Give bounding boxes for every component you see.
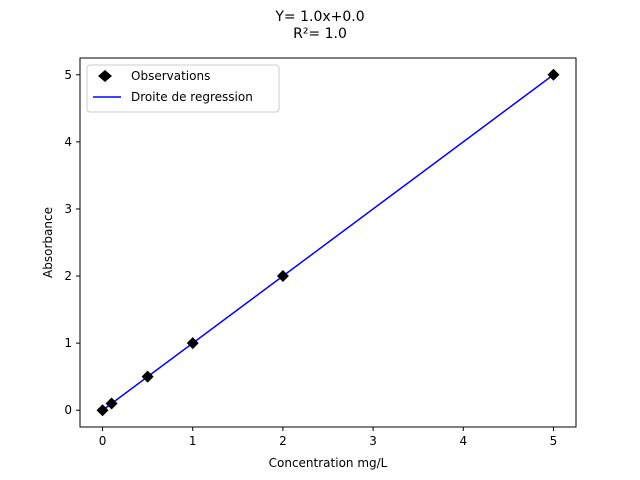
plot-area: 0 1 2 3 4 5 0 1 2 3 4 5 — [64, 57, 577, 448]
chart-title: Y= 1.0x+0.0 — [274, 9, 364, 25]
plot-frame — [79, 57, 577, 428]
y-tick-label: 3 — [64, 202, 72, 216]
observation-point — [276, 270, 289, 283]
y-tick-label: 5 — [64, 68, 72, 82]
legend-label-observations: Observations — [131, 69, 210, 83]
series-layer — [96, 68, 560, 417]
x-tick-label: 2 — [279, 434, 287, 448]
legend-box — [86, 64, 280, 113]
legend: Observations Droite de regression — [86, 64, 280, 113]
observation-point — [105, 397, 118, 410]
regression-line — [102, 74, 554, 411]
y-tick-label: 0 — [64, 403, 72, 417]
x-axis-ticks: 0 1 2 3 4 5 — [99, 427, 558, 448]
x-tick-label: 4 — [459, 434, 467, 448]
y-axis-ticks: 0 1 2 3 4 5 — [64, 68, 80, 417]
x-tick-label: 3 — [369, 434, 377, 448]
y-tick-label: 2 — [64, 269, 72, 283]
y-tick-label: 4 — [64, 135, 72, 149]
legend-label-regression: Droite de regression — [131, 90, 253, 104]
chart-subtitle: R²= 1.0 — [293, 26, 347, 42]
y-tick-label: 1 — [64, 336, 72, 350]
x-axis-label: Concentration mg/L — [269, 456, 388, 470]
x-tick-label: 0 — [99, 434, 107, 448]
legend-marker-observations — [98, 70, 112, 82]
observation-point — [96, 404, 109, 417]
observation-point — [141, 370, 154, 383]
y-axis-label: Absorbance — [41, 207, 55, 278]
observation-point — [186, 337, 199, 350]
x-tick-label: 1 — [189, 434, 197, 448]
observation-point — [547, 68, 560, 81]
x-tick-label: 5 — [550, 434, 558, 448]
